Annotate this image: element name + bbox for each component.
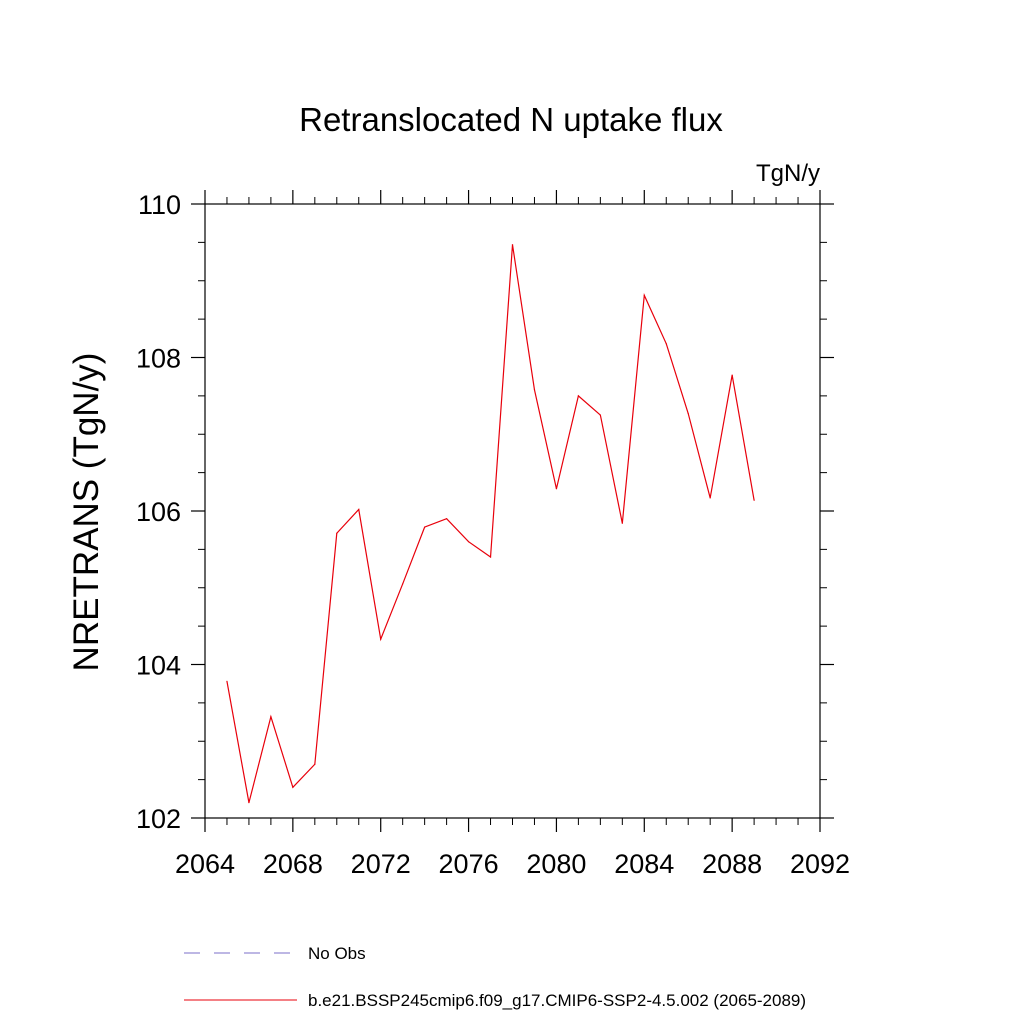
x-tick-label: 2064: [175, 849, 235, 879]
x-tick-label: 2088: [702, 849, 762, 879]
y-tick-label: 110: [138, 190, 181, 220]
data-point: [665, 343, 667, 345]
x-tick-label: 2080: [526, 849, 586, 879]
data-point: [424, 526, 426, 528]
y-tick-label: 102: [136, 804, 181, 834]
data-point: [753, 499, 755, 501]
data-point: [248, 802, 250, 804]
data-point: [314, 763, 316, 765]
series-line: [226, 244, 755, 803]
data-point: [511, 244, 514, 246]
data-point: [555, 488, 558, 490]
data-point: [292, 786, 294, 788]
units-label: TgN/y: [756, 160, 820, 187]
data-point: [687, 412, 689, 415]
x-tick-label: 2084: [614, 849, 674, 879]
data-point: [599, 414, 601, 416]
data-point: [336, 532, 338, 534]
data-point: [577, 395, 579, 397]
legend-label: No Obs: [308, 944, 366, 963]
plot-frame: [204, 203, 821, 819]
data-point: [533, 389, 536, 391]
x-tick-label: 2072: [351, 849, 411, 879]
data-point: [270, 716, 272, 718]
data-point: [731, 374, 733, 376]
y-axis-label: NRETRANS (TgN/y): [67, 353, 106, 672]
data-point: [358, 508, 360, 511]
data-point: [402, 583, 404, 585]
y-tick-label: 106: [136, 497, 181, 527]
data-point: [643, 294, 645, 296]
data-point: [226, 680, 228, 682]
y-tick-label: 104: [136, 651, 181, 681]
x-tick-label: 2068: [263, 849, 323, 879]
data-point: [621, 522, 623, 524]
y-tick-label: 108: [136, 344, 181, 374]
data-point: [467, 541, 470, 543]
data-point: [489, 556, 492, 558]
x-tick-label: 2092: [790, 849, 850, 879]
data-point: [380, 638, 382, 640]
chart-title: Retranslocated N uptake flux: [299, 101, 723, 138]
x-tick-label: 2076: [439, 849, 499, 879]
data-point: [446, 518, 448, 520]
data-point: [709, 497, 711, 499]
legend-label: b.e21.BSSP245cmip6.f09_g17.CMIP6-SSP2-4.…: [308, 991, 806, 1010]
